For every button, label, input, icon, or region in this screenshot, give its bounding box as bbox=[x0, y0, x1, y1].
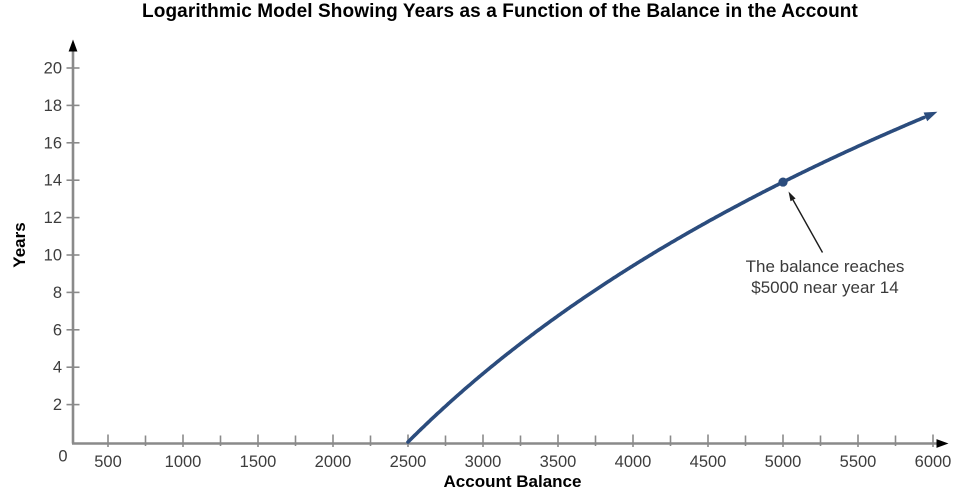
chart-title: Logarithmic Model Showing Years as a Fun… bbox=[142, 1, 858, 22]
tick-label: 6000 bbox=[915, 453, 952, 471]
tick-label: 2 bbox=[53, 396, 62, 414]
annotation-line-1: The balance reaches bbox=[745, 257, 905, 276]
tick-label: 1000 bbox=[165, 453, 202, 471]
tick-label: 2500 bbox=[390, 453, 427, 471]
tick-label: 500 bbox=[94, 453, 122, 471]
tick-label: 5000 bbox=[765, 453, 802, 471]
annotation-line-2: $5000 near year 14 bbox=[751, 278, 899, 297]
model-curve bbox=[406, 115, 926, 444]
tick-label: 3500 bbox=[540, 453, 577, 471]
tick-label: 2000 bbox=[315, 453, 352, 471]
tick-label: 8 bbox=[53, 284, 62, 302]
tick-label: 5500 bbox=[840, 453, 877, 471]
tick-label: 14 bbox=[44, 172, 62, 190]
tick-label: 3000 bbox=[465, 453, 502, 471]
x-axis-label: Account Balance bbox=[443, 472, 582, 491]
tick-label: 10 bbox=[44, 247, 62, 265]
tick-label: 0 bbox=[58, 448, 67, 466]
tick-label: 4 bbox=[53, 359, 62, 377]
tick-label: 1500 bbox=[240, 453, 277, 471]
point-annotation: The balance reaches $5000 near year 14 bbox=[700, 256, 950, 298]
tick-label: 12 bbox=[44, 209, 62, 227]
tick-label: 6 bbox=[53, 321, 62, 339]
annotation-arrow-line bbox=[792, 199, 824, 253]
y-axis-arrow-icon bbox=[68, 39, 78, 52]
tick-label: 20 bbox=[44, 60, 62, 78]
curve-arrow-icon bbox=[923, 111, 938, 122]
tick-label: 4000 bbox=[615, 453, 652, 471]
tick-label: 4500 bbox=[690, 453, 727, 471]
annotation-arrow-icon bbox=[788, 191, 796, 202]
tick-label: 18 bbox=[44, 97, 62, 115]
y-axis-label: Years bbox=[10, 222, 29, 268]
tick-label: 16 bbox=[44, 134, 62, 152]
x-axis-arrow-icon bbox=[936, 439, 949, 448]
marked-point bbox=[778, 177, 788, 187]
